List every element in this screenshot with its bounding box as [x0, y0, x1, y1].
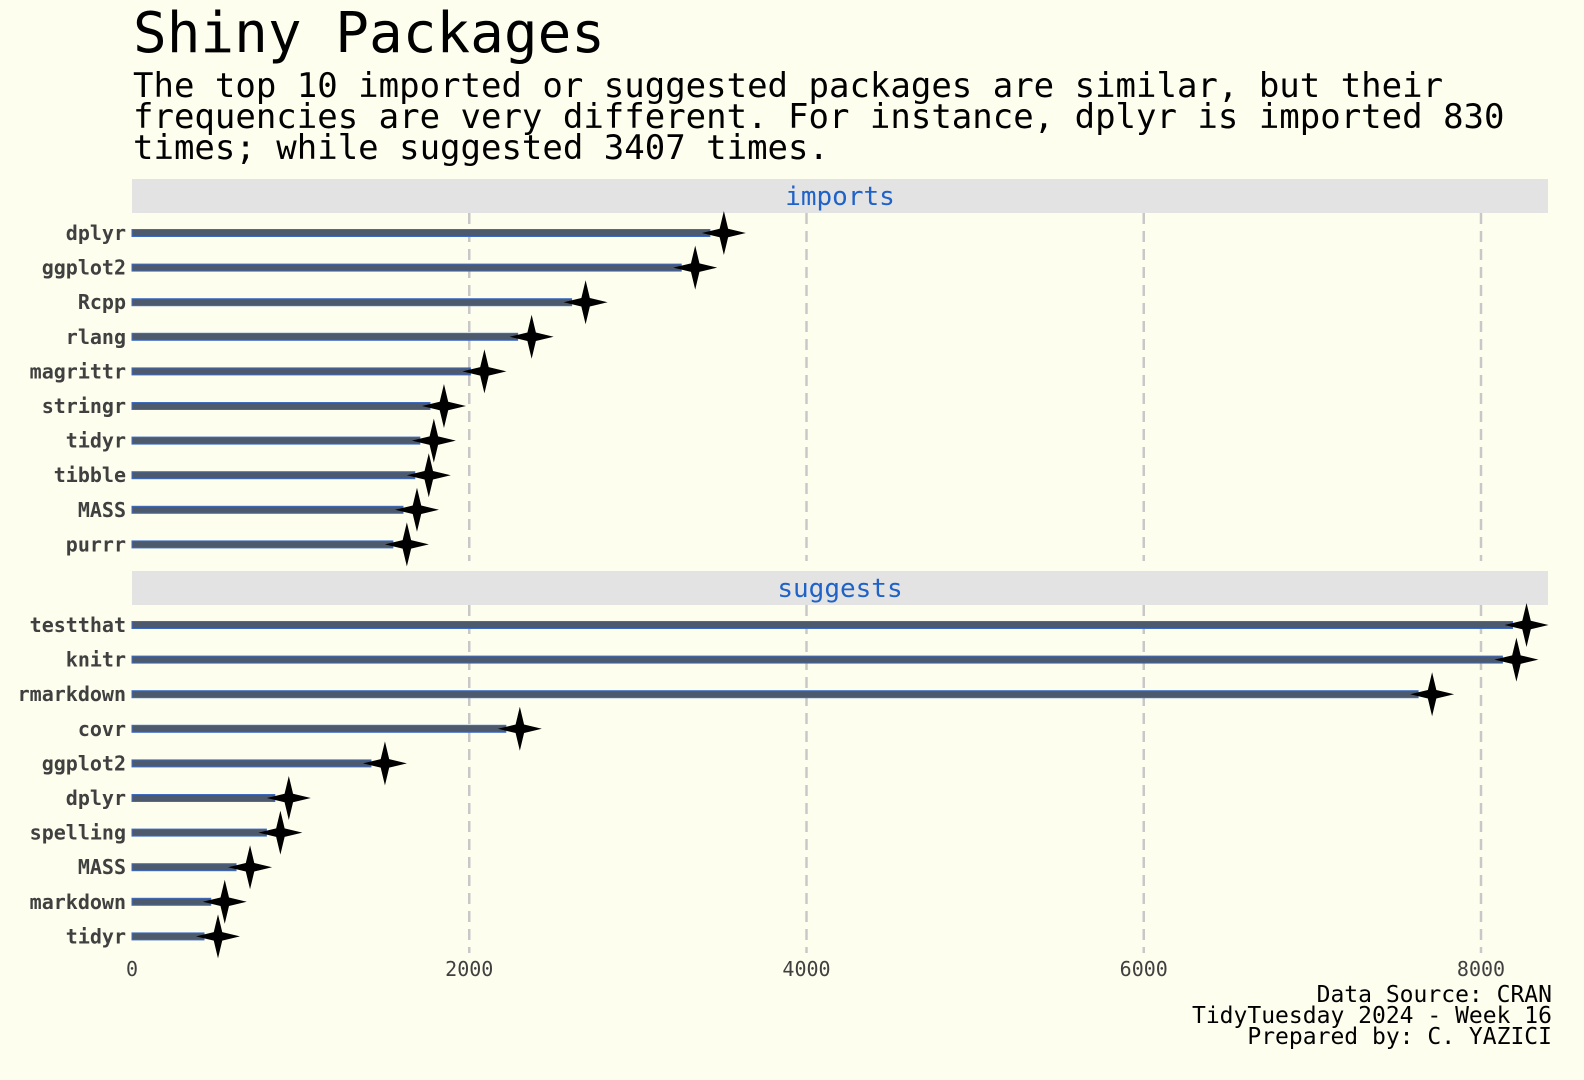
chart-caption: Data Source: CRAN TidyTuesday 2024 - Wee… [1191, 982, 1552, 1050]
caption-line: TidyTuesday 2024 - Week 16 [1191, 1003, 1552, 1029]
y-tick-label: purrr [66, 532, 126, 556]
y-tick-label: dplyr [66, 786, 126, 810]
bar [131, 540, 394, 549]
star-marker [1494, 637, 1539, 682]
y-tick-label: MASS [78, 855, 126, 879]
star-marker [394, 487, 439, 532]
y-tick-label: stringr [42, 394, 126, 418]
star-marker [406, 453, 451, 498]
star-marker [509, 314, 554, 359]
bar [131, 863, 237, 872]
y-tick-label: testthat [30, 613, 126, 637]
bar [131, 690, 1419, 699]
y-tick-label: magrittr [30, 359, 126, 383]
star-marker [411, 418, 456, 463]
y-tick-label: tidyr [66, 924, 126, 948]
chart-title: Shiny Packages [133, 1, 606, 66]
y-tick-label: covr [78, 717, 126, 741]
x-tick-label: 2000 [445, 957, 493, 981]
star-marker [196, 914, 240, 959]
y-tick-label: ggplot2 [42, 256, 126, 280]
subtitle-line: frequencies are very different. For inst… [133, 97, 1505, 137]
star-marker [701, 211, 746, 255]
bar [131, 298, 573, 307]
bar [131, 332, 519, 341]
caption-line: Prepared by: C. YAZICI [1247, 1024, 1552, 1050]
facet-strip-label: imports [785, 182, 895, 212]
y-tick-label: MASS [78, 498, 126, 522]
facet-strip-label: suggests [777, 574, 902, 604]
caption-line: Data Source: CRAN [1316, 982, 1552, 1008]
bar [131, 367, 471, 376]
star-marker [384, 522, 429, 567]
bar [131, 505, 404, 514]
y-tick-label: Rcpp [78, 290, 126, 314]
bar [131, 402, 431, 410]
bar [131, 229, 711, 237]
x-tick-label: 8000 [1457, 957, 1505, 981]
x-tick-label: 4000 [782, 957, 830, 981]
star-marker [673, 245, 718, 290]
bar [131, 471, 416, 480]
star-marker [266, 776, 311, 820]
star-marker [563, 280, 608, 325]
bar [131, 436, 421, 445]
chart-subtitle: The top 10 imported or suggested package… [133, 66, 1553, 168]
star-marker [362, 741, 407, 786]
x-tick-label: 0 [126, 957, 138, 981]
y-tick-label: tidyr [66, 429, 126, 453]
bar [131, 759, 372, 768]
y-tick-label: spelling [30, 821, 126, 845]
star-marker [228, 845, 273, 890]
facet-strip [132, 571, 1548, 605]
bar [131, 655, 1503, 664]
star-marker [497, 706, 542, 751]
star-marker [258, 810, 303, 855]
star-marker [1410, 672, 1455, 717]
y-tick-label: rlang [66, 325, 126, 349]
bar [131, 794, 276, 802]
star-marker [202, 879, 247, 924]
x-tick-label: 6000 [1120, 957, 1168, 981]
star-marker [421, 384, 466, 428]
bar [131, 263, 682, 272]
y-tick-label: ggplot2 [42, 751, 126, 775]
bar [131, 897, 212, 906]
y-tick-label: markdown [30, 890, 126, 914]
subtitle-line: The top 10 imported or suggested package… [133, 66, 1444, 106]
bar [131, 621, 1514, 629]
facet-strip [132, 179, 1548, 213]
y-tick-label: tibble [54, 463, 126, 487]
y-tick-label: rmarkdown [18, 682, 126, 706]
star-marker [462, 349, 507, 394]
star-marker [1504, 603, 1549, 647]
y-tick-label: knitr [66, 648, 126, 672]
subtitle-line: times; while suggested 3407 times. [133, 128, 829, 168]
bar [131, 724, 507, 733]
bar [131, 932, 205, 941]
y-tick-label: dplyr [66, 221, 126, 245]
bar [131, 828, 267, 837]
